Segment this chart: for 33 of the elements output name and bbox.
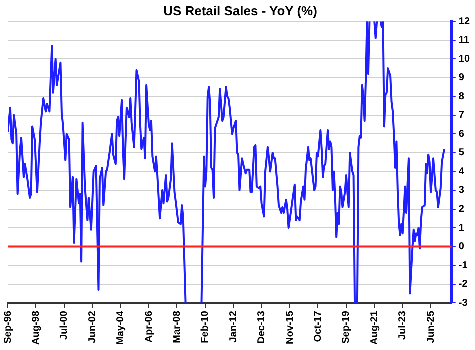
x-tick-label: Mar-08 xyxy=(172,310,183,344)
y-tick-label: 7 xyxy=(458,110,465,122)
y-tick-label: 3 xyxy=(458,185,465,196)
chart-title: US Retail Sales - YoY (%) xyxy=(164,3,318,18)
y-tick-label: -3 xyxy=(458,298,468,309)
y-tick-label: -2 xyxy=(458,279,468,290)
x-tick-label: Feb-10 xyxy=(200,310,212,344)
x-tick-label: Aug-98 xyxy=(30,310,42,345)
y-tick-label: 5 xyxy=(458,148,465,159)
x-tick-label: Apr-06 xyxy=(144,310,155,343)
x-tick-label: Aug-21 xyxy=(369,310,380,345)
x-tick-label: Jan-12 xyxy=(228,310,240,343)
y-tick-label: 10 xyxy=(458,54,470,65)
x-tick-label: May-04 xyxy=(116,310,127,345)
y-tick-label: 0 xyxy=(458,242,465,253)
y-tick-label: -1 xyxy=(458,260,468,272)
y-tick-label: 6 xyxy=(458,128,465,140)
x-tick-label: Jun-02 xyxy=(87,310,98,344)
x-tick-label: Sep-19 xyxy=(341,310,352,344)
x-tick-label: Dec-13 xyxy=(256,310,268,344)
y-tick-label: 1 xyxy=(458,222,465,234)
x-tick-label: Jun-25 xyxy=(426,310,437,344)
y-tick-label: 8 xyxy=(458,91,465,102)
x-tick-label: Oct-17 xyxy=(312,310,324,342)
y-tick-label: 12 xyxy=(458,16,470,28)
y-tick-label: 4 xyxy=(458,166,465,178)
x-tick-label: Jul-23 xyxy=(398,310,409,340)
y-tick-label: 11 xyxy=(458,35,470,46)
y-tick-label: 2 xyxy=(458,204,465,216)
x-tick-label: Jul-00 xyxy=(59,310,70,340)
x-tick-label: Nov-15 xyxy=(284,310,296,344)
x-tick-label: Sep-96 xyxy=(2,310,14,344)
y-tick-label: 9 xyxy=(458,72,465,84)
